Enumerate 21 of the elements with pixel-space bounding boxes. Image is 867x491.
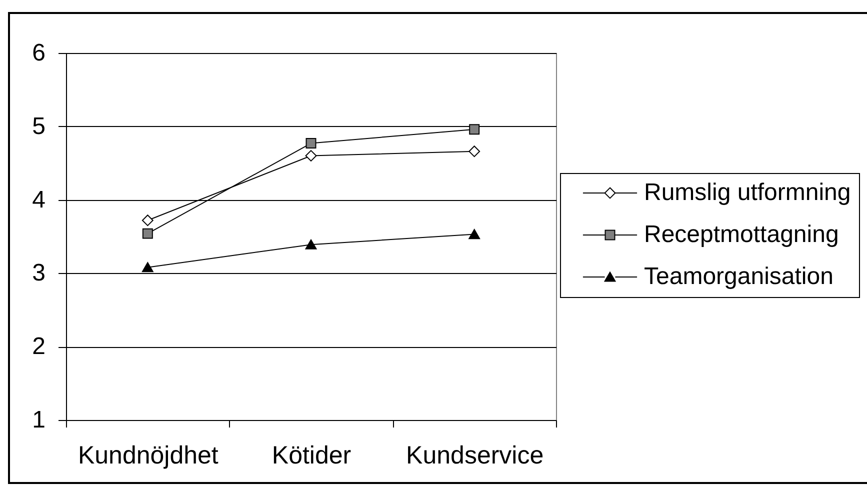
y-tick-label: 2 <box>32 333 46 360</box>
legend-label: Teamorganisation <box>644 263 834 290</box>
point <box>468 229 480 240</box>
x-tick-label: Kötider <box>272 442 352 470</box>
point <box>306 138 316 149</box>
y-tick-label: 4 <box>32 186 46 214</box>
legend-label: Receptmottagning <box>644 221 839 248</box>
y-tick-label: 5 <box>32 112 46 140</box>
point <box>305 239 317 250</box>
y-tick-label: 6 <box>32 40 46 66</box>
point <box>142 214 154 226</box>
x-tick-label: Kundservice <box>406 442 544 470</box>
x-tick-label: Kundnöjdhet <box>78 442 218 470</box>
point <box>305 150 317 162</box>
legend-label: Rumslig utformning <box>644 179 851 206</box>
point <box>142 262 154 272</box>
point <box>468 146 480 158</box>
y-tick-label: 1 <box>32 406 46 434</box>
y-tick-label: 3 <box>32 260 46 287</box>
point <box>469 124 480 135</box>
point <box>142 228 153 239</box>
